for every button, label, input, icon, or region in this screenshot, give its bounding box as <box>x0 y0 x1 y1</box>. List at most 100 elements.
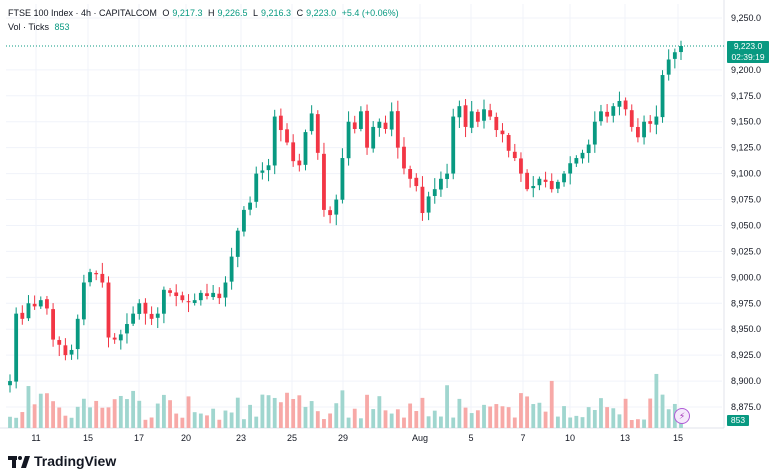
candle-body <box>666 59 671 75</box>
lightning-icon[interactable]: ⚡ <box>674 408 690 424</box>
volume-bar <box>254 416 259 428</box>
tradingview-logo[interactable]: TradingView <box>8 453 116 469</box>
candle-body <box>586 144 591 154</box>
volume-bar <box>555 416 560 428</box>
candle-body <box>549 180 554 190</box>
candle-body <box>131 313 136 324</box>
candle-body <box>346 121 351 159</box>
volume-bar <box>531 404 536 428</box>
last-price-tag: 9,223.0 02:39:19 <box>727 41 769 63</box>
time-axis[interactable]: 11 15 17 20 23 25 29 Aug 5 7 10 13 15 <box>31 433 683 443</box>
high-label: H <box>207 8 215 18</box>
tradingview-mark-icon <box>8 456 30 469</box>
volume-bar <box>168 400 172 428</box>
candle-body <box>352 122 357 129</box>
volume-bar <box>57 407 62 428</box>
candle-body <box>611 106 616 116</box>
candle-body <box>266 165 271 171</box>
volume-bar <box>278 402 283 428</box>
volume-bar <box>617 414 622 428</box>
candle-body <box>291 142 296 162</box>
volume-bar <box>648 398 653 428</box>
candle-body <box>118 334 123 341</box>
volume-bar <box>88 407 92 428</box>
candle-body <box>285 129 289 143</box>
volume-bar <box>51 401 56 428</box>
price-axis[interactable]: 9,250.0 9,200.0 9,175.0 9,150.0 9,125.0 9,100… <box>731 13 761 412</box>
candle-body <box>328 210 333 216</box>
volume-bar <box>445 385 449 428</box>
volume-bar <box>488 406 493 428</box>
volume-label[interactable]: Vol · Ticks <box>8 22 50 32</box>
price-tick-label: 9,050.0 <box>731 220 761 230</box>
candle-body <box>500 130 505 135</box>
volume-bar <box>439 416 443 428</box>
price-tick-label: 9,025.0 <box>731 246 761 256</box>
time-tick-label: Aug <box>412 433 428 443</box>
volume-bar <box>161 394 166 428</box>
candle-body <box>297 160 302 166</box>
candle-body <box>457 106 462 118</box>
volume-bar <box>100 407 105 428</box>
candle-body <box>648 121 653 124</box>
volume-bar <box>365 394 369 428</box>
volume-bar <box>112 399 117 428</box>
volume-bar <box>205 415 209 428</box>
time-tick-label: 13 <box>620 433 630 443</box>
price-tick-label: 9,100.0 <box>731 169 761 179</box>
symbol-title[interactable]: FTSE 100 Index · 4h · CAPITALCOM <box>8 8 157 18</box>
candle-body <box>629 110 634 127</box>
candle-body <box>100 273 105 283</box>
candle-body <box>414 177 419 187</box>
price-tick-label: 9,200.0 <box>731 65 761 75</box>
volume-bar <box>75 406 80 428</box>
volume-bar <box>358 418 363 428</box>
candle-body <box>365 110 369 148</box>
candle-body <box>38 300 43 307</box>
candle-body <box>149 313 154 319</box>
volume-bar <box>118 395 123 428</box>
candle-body <box>475 111 480 122</box>
volume-row: Vol · Ticks 853 <box>8 20 402 34</box>
last-price-value: 9,223.0 <box>733 41 763 51</box>
volume-bar <box>149 417 154 428</box>
candle-body <box>155 313 160 318</box>
candle-body <box>137 303 142 314</box>
candle-body <box>562 173 566 183</box>
time-tick-label: 15 <box>83 433 93 443</box>
volume-bar <box>592 409 597 428</box>
volume-bar <box>198 413 203 428</box>
candle-body <box>402 146 406 169</box>
volume-bar <box>562 406 566 428</box>
volume-bar <box>20 412 25 428</box>
candle-body <box>260 170 265 173</box>
candle-body <box>525 172 530 190</box>
volume-bar <box>315 411 320 428</box>
volume-bar <box>371 409 376 428</box>
candle-body <box>482 109 486 121</box>
volume-bar <box>180 417 185 428</box>
candle-body <box>506 135 511 151</box>
volume-bar <box>426 416 431 428</box>
candle-body <box>389 111 394 130</box>
candle-body <box>445 173 449 180</box>
candle-body <box>125 324 129 334</box>
volume-bar <box>549 380 554 428</box>
volume-bar <box>408 403 413 428</box>
volume-bar <box>8 416 12 428</box>
candle-body <box>642 121 646 138</box>
volume-bar <box>346 417 351 428</box>
volume-bar <box>38 393 43 428</box>
price-tick-label: 9,000.0 <box>731 272 761 282</box>
change-value: +5.4 (+0.06%) <box>341 8 399 18</box>
candle-body <box>679 46 683 53</box>
low-value: 9,216.3 <box>261 8 292 18</box>
candle-body <box>574 158 579 164</box>
volume-bar <box>543 411 548 428</box>
volume-bar <box>660 394 665 428</box>
volume-bar <box>303 406 308 428</box>
candle-body <box>519 158 523 174</box>
candle-body <box>223 282 228 298</box>
candle-body <box>580 152 585 159</box>
